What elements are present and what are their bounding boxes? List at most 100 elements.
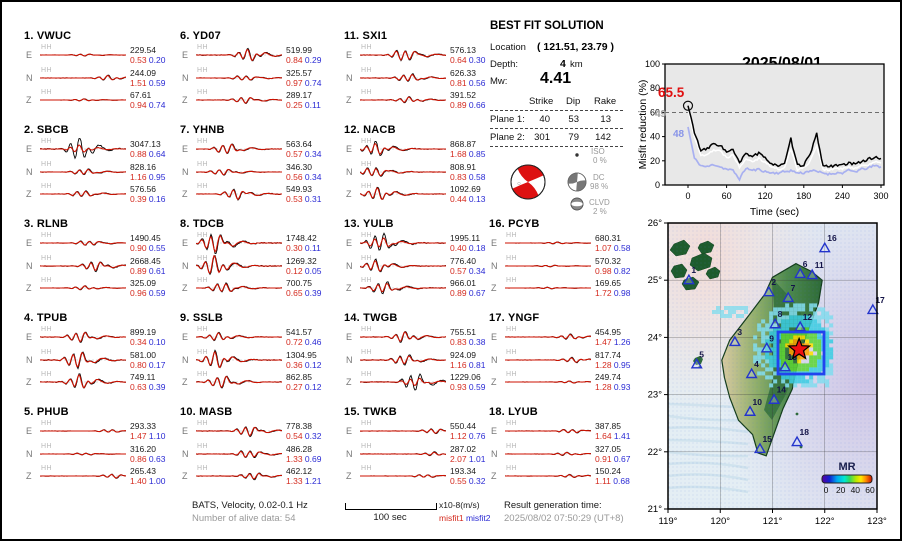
channel-code: HH bbox=[41, 420, 53, 427]
component-label: Z bbox=[182, 377, 188, 387]
channel-code: HH bbox=[361, 348, 373, 356]
map-station-triangle-icon: 17 bbox=[866, 295, 885, 315]
station-name: 8. TDCB bbox=[180, 218, 225, 230]
component-label: Z bbox=[491, 283, 497, 293]
channel-code: HH bbox=[41, 465, 53, 472]
waveform-trace bbox=[40, 371, 126, 393]
svg-text:240: 240 bbox=[835, 191, 850, 201]
svg-text:18: 18 bbox=[800, 427, 810, 437]
component-label: E bbox=[182, 144, 189, 154]
waveform-trace bbox=[196, 277, 282, 299]
clvd-label: CLVD bbox=[589, 198, 610, 207]
trace-row: E HH 1490.45 0.90 0.55 bbox=[24, 232, 180, 254]
misfit-legend: misfit1 misfit2 bbox=[439, 513, 491, 523]
waveform-trace bbox=[40, 465, 126, 487]
trace-row: N HH 316.20 0.86 0.63 bbox=[24, 443, 180, 465]
trace-row: N HH 626.33 0.81 0.56 bbox=[344, 67, 500, 89]
component-label: E bbox=[491, 238, 498, 248]
component-label: Z bbox=[346, 377, 352, 387]
table-header-strike: Strike bbox=[529, 96, 554, 107]
misfit-values: 0.93 0.59 bbox=[450, 382, 486, 392]
misfit-line-white bbox=[687, 109, 882, 172]
plane1-rake: 13 bbox=[600, 114, 611, 125]
misfit-blue-label: 48 bbox=[673, 129, 685, 140]
peak-amplitude: 287.02 bbox=[450, 443, 476, 454]
peak-amplitude: 316.20 bbox=[130, 443, 156, 454]
best-solution-marker bbox=[682, 100, 694, 111]
misfit-values: 0.80 0.17 bbox=[130, 359, 166, 370]
station-name: 4. TPUB bbox=[24, 312, 68, 324]
misfit-values: 1.64 1.41 bbox=[595, 431, 631, 441]
misfit-values: 0.40 0.18 bbox=[450, 243, 486, 253]
station-block: 13. YULB E HH 1995.11 0.40 0.18 N HH 776.40 0.57… bbox=[344, 214, 500, 306]
channel-code: HH bbox=[361, 44, 373, 51]
map-station-triangle-icon: 4 bbox=[745, 359, 759, 379]
trace-row: Z HH 150.24 1.11 0.68 bbox=[489, 465, 645, 487]
trace-row: E HH 3047.13 0.88 0.64 bbox=[24, 138, 180, 160]
trace-row: E HH 293.33 1.47 1.10 bbox=[24, 420, 180, 442]
waveform-trace bbox=[505, 465, 591, 487]
component-label: Z bbox=[491, 377, 497, 387]
map-station-triangle-icon: 5 bbox=[690, 349, 704, 369]
component-label: E bbox=[182, 50, 189, 60]
peak-amplitude: 325.57 bbox=[286, 67, 312, 78]
clvd-beachball-icon bbox=[570, 197, 584, 211]
component-label: Z bbox=[182, 283, 188, 293]
peak-amplitude: 776.40 bbox=[450, 255, 476, 266]
misfit-line-black bbox=[687, 105, 882, 169]
misfit-values: 1.12 0.76 bbox=[450, 431, 486, 441]
channel-code: HH bbox=[361, 160, 373, 168]
misfit-values: 0.88 0.64 bbox=[130, 149, 166, 159]
waveform-trace bbox=[360, 44, 446, 66]
svg-text:0: 0 bbox=[655, 180, 660, 190]
component-label: N bbox=[182, 260, 189, 271]
station-block: 11. SXI1 E HH 576.13 0.64 0.30 N HH 626.33 0.81 … bbox=[344, 26, 500, 118]
trace-row: E HH 519.99 0.84 0.29 bbox=[180, 44, 336, 66]
svg-text:100: 100 bbox=[645, 59, 660, 69]
peak-amplitude: 576.56 bbox=[130, 184, 156, 194]
waveform-trace bbox=[196, 326, 282, 348]
station-name: 14. TWGB bbox=[344, 312, 398, 324]
component-label: N bbox=[26, 260, 33, 271]
channel-code: HH bbox=[41, 44, 53, 51]
trace-row: Z HH 549.93 0.53 0.31 bbox=[180, 183, 336, 205]
waveform-trace bbox=[360, 232, 446, 254]
channel-code: HH bbox=[41, 232, 53, 239]
channel-code: HH bbox=[361, 465, 373, 472]
misfit-values: 0.86 0.63 bbox=[130, 453, 166, 464]
trace-row: E HH 229.54 0.53 0.20 bbox=[24, 44, 180, 66]
trace-row: N HH 2668.45 0.89 0.61 bbox=[24, 255, 180, 277]
channel-code: HH bbox=[506, 254, 518, 262]
waveform-trace bbox=[360, 349, 446, 371]
svg-text:6: 6 bbox=[803, 259, 808, 269]
channel-code: HH bbox=[197, 326, 209, 333]
misfit-values: 0.96 0.59 bbox=[130, 288, 166, 298]
waveform-trace bbox=[505, 255, 591, 277]
svg-text:24°: 24° bbox=[648, 332, 663, 343]
station-name: 7. YHNB bbox=[180, 124, 225, 136]
waveform-trace bbox=[360, 183, 446, 205]
component-label: Z bbox=[346, 471, 352, 481]
trace-row: E HH 454.95 1.47 1.26 bbox=[489, 326, 645, 348]
table-divider bbox=[490, 110, 623, 111]
generation-time-value: 2025/08/02 07:50:29 (UT+8) bbox=[504, 513, 624, 524]
depth-unit: km bbox=[570, 59, 583, 70]
svg-text:80: 80 bbox=[650, 83, 660, 93]
misfit-values: 1.28 0.95 bbox=[595, 359, 631, 370]
station-name: 12. NACB bbox=[344, 124, 396, 136]
plane1-label: Plane 1: bbox=[490, 114, 525, 125]
mr-colorbar bbox=[821, 474, 873, 484]
peak-amplitude: 1092.69 bbox=[450, 184, 481, 194]
svg-text:1: 1 bbox=[691, 265, 696, 275]
peak-amplitude: 1269.32 bbox=[286, 255, 317, 266]
svg-text:4: 4 bbox=[754, 359, 759, 369]
trace-row: E HH 680.31 1.07 0.58 bbox=[489, 232, 645, 254]
channel-code: HH bbox=[361, 420, 373, 427]
depth-label: Depth: bbox=[490, 59, 518, 70]
channel-code: HH bbox=[41, 326, 53, 333]
trace-row: Z HH 289.17 0.25 0.11 bbox=[180, 89, 336, 111]
peak-amplitude: 680.31 bbox=[595, 233, 621, 243]
generation-time-label: Result generation time: bbox=[504, 500, 602, 511]
misfit-values: 0.65 0.39 bbox=[286, 288, 322, 298]
peak-amplitude: 808.91 bbox=[450, 161, 476, 172]
